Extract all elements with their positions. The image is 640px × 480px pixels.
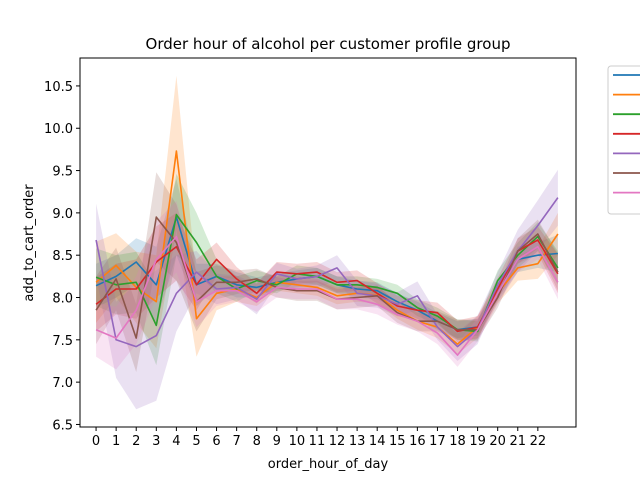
y-tick-label: 7.0 bbox=[52, 376, 73, 391]
y-tick-label: 10.0 bbox=[44, 122, 73, 137]
series-6-band bbox=[96, 172, 558, 372]
x-tick-label: 20 bbox=[489, 434, 506, 449]
x-tick-label: 19 bbox=[469, 434, 486, 449]
series-7-band bbox=[96, 201, 558, 370]
x-tick-label: 8 bbox=[253, 434, 261, 449]
y-tick-label: 7.5 bbox=[52, 334, 73, 349]
y-tick-label: 9.5 bbox=[52, 165, 73, 180]
y-axis-label: add_to_cart_order bbox=[22, 184, 37, 302]
x-tick-label: 21 bbox=[509, 434, 526, 449]
x-tick-label: 18 bbox=[449, 434, 466, 449]
x-tick-label: 17 bbox=[429, 434, 446, 449]
x-tick-label: 11 bbox=[309, 434, 326, 449]
y-tick-label: 6.5 bbox=[52, 418, 73, 433]
x-tick-label: 1 bbox=[112, 434, 120, 449]
y-tick-label: 10.5 bbox=[44, 80, 73, 95]
x-tick-label: 14 bbox=[369, 434, 386, 449]
x-tick-label: 9 bbox=[273, 434, 281, 449]
x-tick-label: 22 bbox=[530, 434, 547, 449]
x-tick-label: 2 bbox=[132, 434, 140, 449]
x-tick-label: 15 bbox=[389, 434, 406, 449]
x-tick-label: 10 bbox=[289, 434, 306, 449]
x-tick-label: 5 bbox=[192, 434, 200, 449]
y-tick-label: 8.0 bbox=[52, 292, 73, 307]
series-lines bbox=[95, 150, 559, 356]
x-tick-label: 13 bbox=[349, 434, 366, 449]
legend bbox=[607, 65, 640, 215]
y-tick-label: 8.5 bbox=[52, 249, 73, 264]
x-tick-label: 16 bbox=[409, 434, 426, 449]
x-axis-label: order_hour_of_day bbox=[268, 457, 389, 472]
legend-frame bbox=[607, 65, 640, 215]
chart-title: Order hour of alcohol per customer profi… bbox=[146, 35, 511, 53]
x-axis: 0 1 2 3 4 5 6 7 8 9 10 11 12 13 14 15 16 17 18 19 20 21 22 bbox=[92, 427, 546, 449]
y-axis: 6.5 7.0 7.5 8.0 8.5 9.0 9.5 10.0 10.5 bbox=[44, 80, 80, 433]
x-tick-label: 7 bbox=[232, 434, 240, 449]
x-tick-label: 12 bbox=[329, 434, 346, 449]
y-tick-label: 9.0 bbox=[52, 207, 73, 222]
plot-frame bbox=[79, 57, 577, 428]
x-tick-label: 4 bbox=[172, 434, 180, 449]
confidence-bands bbox=[96, 75, 558, 410]
series-5-band bbox=[96, 169, 558, 410]
x-tick-label: 6 bbox=[212, 434, 220, 449]
series-7-line bbox=[95, 235, 559, 356]
x-tick-label: 3 bbox=[152, 434, 160, 449]
x-tick-label: 0 bbox=[92, 434, 100, 449]
